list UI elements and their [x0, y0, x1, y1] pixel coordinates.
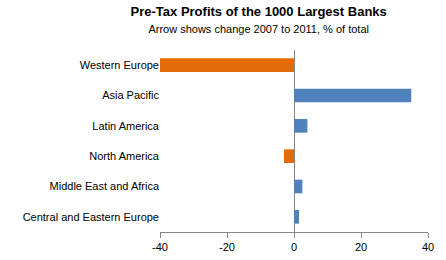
svg-text:Middle East and Africa: Middle East and Africa — [50, 180, 160, 192]
svg-text:20: 20 — [355, 241, 367, 253]
svg-text:-40: -40 — [152, 241, 168, 253]
svg-text:Central and Eastern Europe: Central and Eastern Europe — [23, 211, 159, 223]
svg-text:North America: North America — [89, 150, 160, 162]
svg-text:Pre-Tax Profits of the 1000 La: Pre-Tax Profits of the 1000 Largest Bank… — [131, 4, 387, 35]
svg-text:Western Europe: Western Europe — [80, 59, 159, 71]
svg-text:Latin America: Latin America — [92, 120, 160, 132]
svg-text:Asia Pacific: Asia Pacific — [102, 89, 159, 101]
svg-text:40: 40 — [422, 241, 434, 253]
svg-text:-20: -20 — [219, 241, 235, 253]
svg-text:0: 0 — [291, 241, 297, 253]
